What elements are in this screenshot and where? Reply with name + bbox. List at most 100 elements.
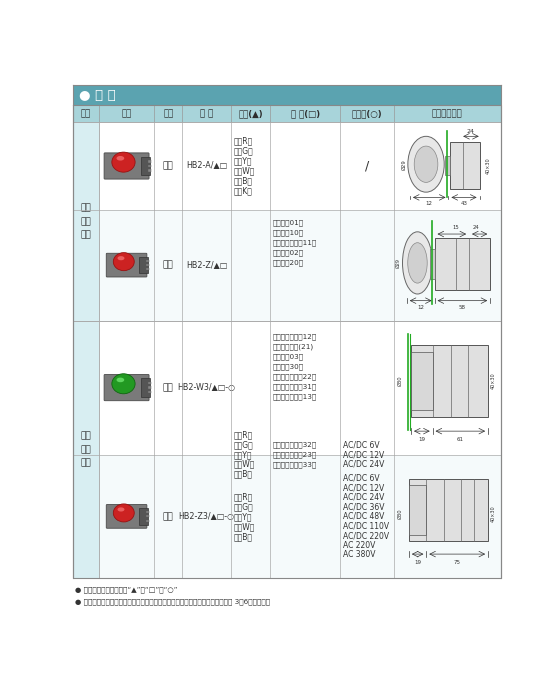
Text: AC/DC 110V: AC/DC 110V: [343, 521, 389, 530]
Text: 外观: 外观: [122, 109, 132, 119]
Text: 型 号: 型 号: [200, 109, 213, 119]
Text: AC/DC 24V: AC/DC 24V: [343, 460, 384, 469]
Text: 白（W）: 白（W）: [234, 167, 255, 176]
Text: 绿（G）: 绿（G）: [234, 147, 254, 156]
Text: 二常开（20）: 二常开（20）: [272, 260, 304, 266]
Text: 白（W）: 白（W）: [234, 460, 255, 469]
Text: Ø30: Ø30: [398, 508, 403, 519]
Text: 黄（Y）: 黄（Y）: [234, 156, 252, 165]
Bar: [139, 508, 147, 525]
Bar: [411, 352, 433, 410]
Ellipse shape: [414, 146, 438, 182]
Text: 红（R）: 红（R）: [234, 492, 253, 501]
Bar: [409, 480, 488, 541]
Text: 二常闭（02）: 二常闭（02）: [272, 250, 304, 257]
Text: 15: 15: [452, 224, 459, 230]
Bar: [146, 515, 149, 517]
Text: HB2-W3/▲□-○: HB2-W3/▲□-○: [178, 383, 236, 392]
Text: ● 平 鈕: ● 平 鈕: [80, 89, 116, 102]
Text: 黑（K）: 黑（K）: [234, 187, 253, 196]
Text: 二常开三常闭（23）: 二常开三常闭（23）: [272, 451, 316, 458]
Bar: [99, 320, 501, 455]
Bar: [73, 320, 99, 578]
Text: 绿（G）: 绿（G）: [234, 440, 254, 449]
Bar: [141, 379, 150, 397]
Text: 带灯
按鈕
开关: 带灯 按鈕 开关: [81, 431, 91, 467]
FancyBboxPatch shape: [104, 375, 149, 401]
Text: 12: 12: [426, 201, 433, 206]
Bar: [146, 511, 149, 513]
Text: 红（R）: 红（R）: [234, 137, 253, 145]
Text: 红（R）: 红（R）: [234, 431, 253, 440]
Bar: [148, 169, 151, 172]
Text: 二常开一常闭(21): 二常开一常闭(21): [272, 344, 314, 350]
Text: 40×30: 40×30: [486, 158, 491, 174]
Text: 61: 61: [457, 437, 464, 442]
Text: Ø29: Ø29: [402, 159, 407, 169]
Text: 蓝（B）: 蓝（B）: [234, 176, 253, 185]
Text: 二常开二常闭（22）: 二常开二常闭（22）: [272, 373, 316, 380]
Text: AC/DC 220V: AC/DC 220V: [343, 531, 389, 540]
Bar: [450, 141, 479, 189]
Bar: [139, 257, 147, 274]
Bar: [73, 122, 99, 320]
Text: 颜色(▲): 颜色(▲): [239, 109, 263, 119]
Ellipse shape: [408, 243, 427, 283]
Bar: [430, 249, 435, 279]
Text: 状态: 状态: [163, 109, 174, 119]
Bar: [148, 165, 151, 167]
Text: 蓝（B）: 蓝（B）: [234, 469, 253, 478]
Text: 自复: 自复: [163, 161, 174, 171]
Text: 黄（Y）: 黄（Y）: [234, 512, 252, 521]
Text: 40×30: 40×30: [491, 372, 496, 389]
Text: AC/DC 6V: AC/DC 6V: [343, 473, 380, 482]
Text: 名称: 名称: [81, 109, 91, 119]
Text: 三常开二常闭（32）: 三常开二常闭（32）: [272, 442, 316, 448]
Ellipse shape: [116, 377, 124, 382]
Text: 19: 19: [414, 560, 421, 565]
Text: 一常开（10）: 一常开（10）: [272, 230, 304, 236]
Ellipse shape: [408, 137, 444, 192]
Text: 58: 58: [459, 305, 466, 310]
Text: 自复: 自复: [163, 383, 174, 392]
Bar: [411, 345, 488, 417]
Ellipse shape: [116, 156, 124, 161]
Text: HB2-Z/▲□: HB2-Z/▲□: [186, 261, 227, 270]
Text: 75: 75: [454, 560, 461, 565]
Text: ● 以上为常见触点形式，用户可自由组合触点，为达到最佳体验度，建议控制在 3组6个触点内。: ● 以上为常见触点形式，用户可自由组合触点，为达到最佳体验度，建议控制在 3组6…: [74, 598, 270, 605]
Text: Ø30: Ø30: [398, 376, 403, 386]
FancyBboxPatch shape: [106, 253, 147, 277]
Text: AC/DC 12V: AC/DC 12V: [343, 450, 384, 459]
Ellipse shape: [118, 256, 124, 260]
Text: AC/DC 48V: AC/DC 48V: [343, 512, 384, 521]
Ellipse shape: [113, 504, 134, 522]
Text: 绿（G）: 绿（G）: [234, 502, 254, 511]
Text: 灯电压(○): 灯电压(○): [352, 109, 382, 119]
Bar: [146, 264, 149, 266]
Text: 一般
按鈕
开关: 一般 按鈕 开关: [81, 204, 91, 239]
Text: 外形图及尺寸: 外形图及尺寸: [432, 109, 463, 119]
Text: AC 220V: AC 220V: [343, 541, 375, 549]
Text: 三常闭（03）: 三常闭（03）: [272, 353, 304, 360]
Text: 自锁: 自锁: [163, 261, 174, 270]
FancyBboxPatch shape: [106, 504, 147, 528]
Text: AC/DC 12V: AC/DC 12V: [343, 483, 384, 492]
Text: Ø29: Ø29: [396, 258, 401, 268]
Text: 三常开一常闭（31）: 三常开一常闭（31）: [272, 383, 316, 390]
Bar: [148, 382, 151, 384]
Text: HB2-A/▲□: HB2-A/▲□: [186, 161, 227, 171]
Text: AC/DC 6V: AC/DC 6V: [343, 440, 380, 449]
Ellipse shape: [112, 152, 135, 172]
Ellipse shape: [403, 232, 432, 294]
Bar: [409, 486, 426, 535]
Text: 一常开三常闭（13）: 一常开三常闭（13）: [272, 394, 316, 400]
Text: 24: 24: [473, 224, 480, 230]
Bar: [148, 391, 151, 393]
Bar: [146, 260, 149, 262]
Text: 自锁: 自锁: [163, 512, 174, 521]
Text: 一常闭（01）: 一常闭（01）: [272, 220, 304, 226]
Text: 一常开一常闭（11）: 一常开一常闭（11）: [272, 239, 316, 246]
Text: 40×30: 40×30: [491, 506, 496, 522]
Bar: [141, 156, 150, 175]
Text: AC 380V: AC 380V: [343, 550, 375, 559]
